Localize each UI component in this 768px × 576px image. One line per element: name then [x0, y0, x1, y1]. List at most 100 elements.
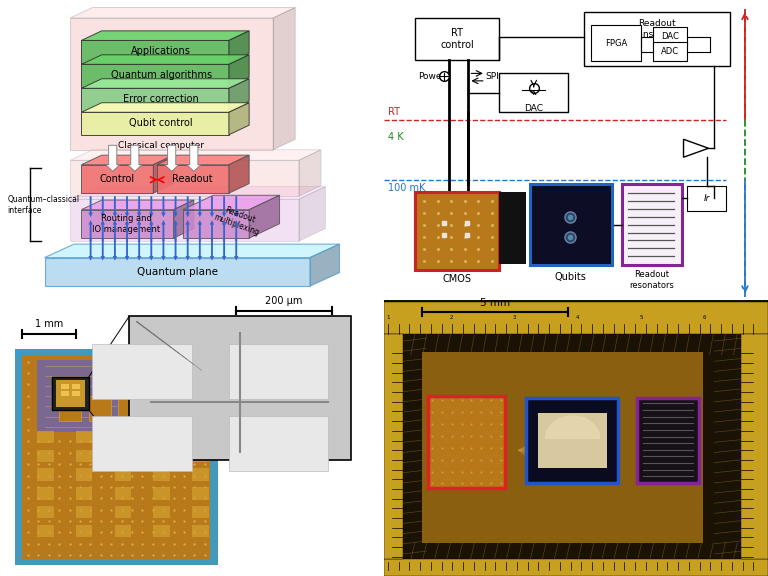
- Polygon shape: [71, 150, 321, 160]
- Polygon shape: [174, 200, 194, 238]
- Text: 4: 4: [576, 315, 580, 320]
- Bar: [37, 468, 54, 481]
- Bar: [403, 334, 741, 559]
- Bar: [499, 73, 568, 112]
- Bar: [499, 192, 526, 264]
- Text: 100 mK: 100 mK: [388, 183, 425, 193]
- FancyArrow shape: [88, 196, 93, 217]
- Polygon shape: [229, 155, 249, 193]
- FancyArrow shape: [125, 220, 129, 241]
- Bar: [61, 384, 68, 389]
- FancyArrow shape: [137, 220, 141, 241]
- Text: 4 K: 4 K: [388, 132, 403, 142]
- Text: 1 mm: 1 mm: [35, 319, 63, 328]
- Bar: [22, 355, 210, 559]
- Polygon shape: [157, 155, 249, 165]
- Bar: [55, 380, 85, 407]
- Text: 5 mm: 5 mm: [480, 298, 511, 308]
- Text: 3: 3: [513, 315, 516, 320]
- Bar: [622, 184, 681, 265]
- Bar: [538, 413, 607, 468]
- FancyArrow shape: [234, 220, 238, 241]
- Text: Readout
transceiver: Readout transceiver: [631, 20, 682, 39]
- FancyArrow shape: [222, 220, 227, 241]
- Polygon shape: [249, 195, 280, 238]
- Polygon shape: [71, 18, 273, 150]
- Polygon shape: [310, 244, 339, 286]
- FancyArrow shape: [187, 145, 201, 171]
- Bar: [384, 302, 768, 334]
- Polygon shape: [183, 210, 249, 238]
- Text: Readout
multiplexing: Readout multiplexing: [212, 203, 264, 237]
- FancyArrow shape: [101, 238, 105, 260]
- Polygon shape: [81, 112, 229, 135]
- Bar: [92, 416, 192, 471]
- Bar: [118, 396, 141, 421]
- Bar: [154, 450, 170, 462]
- Text: Power: Power: [419, 72, 445, 81]
- Polygon shape: [81, 79, 249, 88]
- FancyArrow shape: [161, 196, 166, 217]
- Text: Quantum–classical
interface: Quantum–classical interface: [8, 195, 80, 215]
- FancyArrow shape: [113, 220, 117, 241]
- Bar: [147, 396, 170, 421]
- Bar: [591, 25, 641, 62]
- FancyArrow shape: [125, 196, 129, 217]
- Bar: [114, 506, 131, 518]
- Text: Qubit control: Qubit control: [129, 118, 193, 128]
- Polygon shape: [81, 200, 194, 210]
- FancyArrow shape: [88, 220, 93, 241]
- FancyArrow shape: [234, 196, 238, 217]
- FancyArrow shape: [197, 196, 202, 217]
- FancyArrow shape: [101, 196, 105, 217]
- Text: Quantum algorithms: Quantum algorithms: [111, 70, 212, 79]
- FancyArrow shape: [113, 196, 117, 217]
- Text: Readout
resonators: Readout resonators: [630, 270, 674, 290]
- Bar: [52, 377, 89, 410]
- Text: 5: 5: [640, 315, 643, 320]
- FancyArrow shape: [186, 220, 190, 241]
- Text: RT: RT: [388, 107, 400, 117]
- Bar: [637, 397, 699, 483]
- Bar: [76, 431, 92, 444]
- Polygon shape: [229, 79, 249, 111]
- Text: Quantum plane: Quantum plane: [137, 267, 218, 277]
- FancyArrow shape: [222, 196, 227, 217]
- Bar: [154, 431, 170, 444]
- FancyArrow shape: [127, 145, 142, 171]
- FancyArrow shape: [222, 238, 227, 260]
- FancyArrow shape: [101, 220, 105, 241]
- Bar: [526, 397, 618, 483]
- Polygon shape: [81, 65, 229, 87]
- FancyArrow shape: [125, 238, 129, 260]
- Text: 2: 2: [449, 315, 453, 320]
- Polygon shape: [71, 160, 299, 196]
- FancyArrow shape: [106, 145, 120, 171]
- Bar: [129, 316, 350, 460]
- Polygon shape: [81, 155, 174, 165]
- Bar: [415, 18, 499, 60]
- Text: Readout: Readout: [173, 174, 213, 184]
- Polygon shape: [45, 244, 339, 257]
- Bar: [37, 506, 54, 518]
- Text: 1: 1: [386, 315, 389, 320]
- FancyArrow shape: [149, 196, 154, 217]
- FancyArrow shape: [197, 238, 202, 260]
- Bar: [72, 384, 80, 389]
- Text: FPGA: FPGA: [605, 39, 627, 48]
- Bar: [89, 396, 111, 421]
- Bar: [114, 487, 131, 500]
- FancyArrow shape: [174, 196, 177, 217]
- FancyArrow shape: [210, 238, 214, 260]
- Bar: [37, 487, 54, 500]
- Polygon shape: [273, 7, 295, 150]
- FancyArrow shape: [186, 196, 190, 217]
- Bar: [37, 525, 54, 537]
- Text: 6: 6: [703, 315, 707, 320]
- FancyArrow shape: [137, 238, 141, 260]
- Polygon shape: [229, 31, 249, 63]
- Bar: [154, 506, 170, 518]
- Polygon shape: [81, 165, 154, 193]
- Bar: [37, 450, 54, 462]
- FancyArrow shape: [149, 220, 154, 241]
